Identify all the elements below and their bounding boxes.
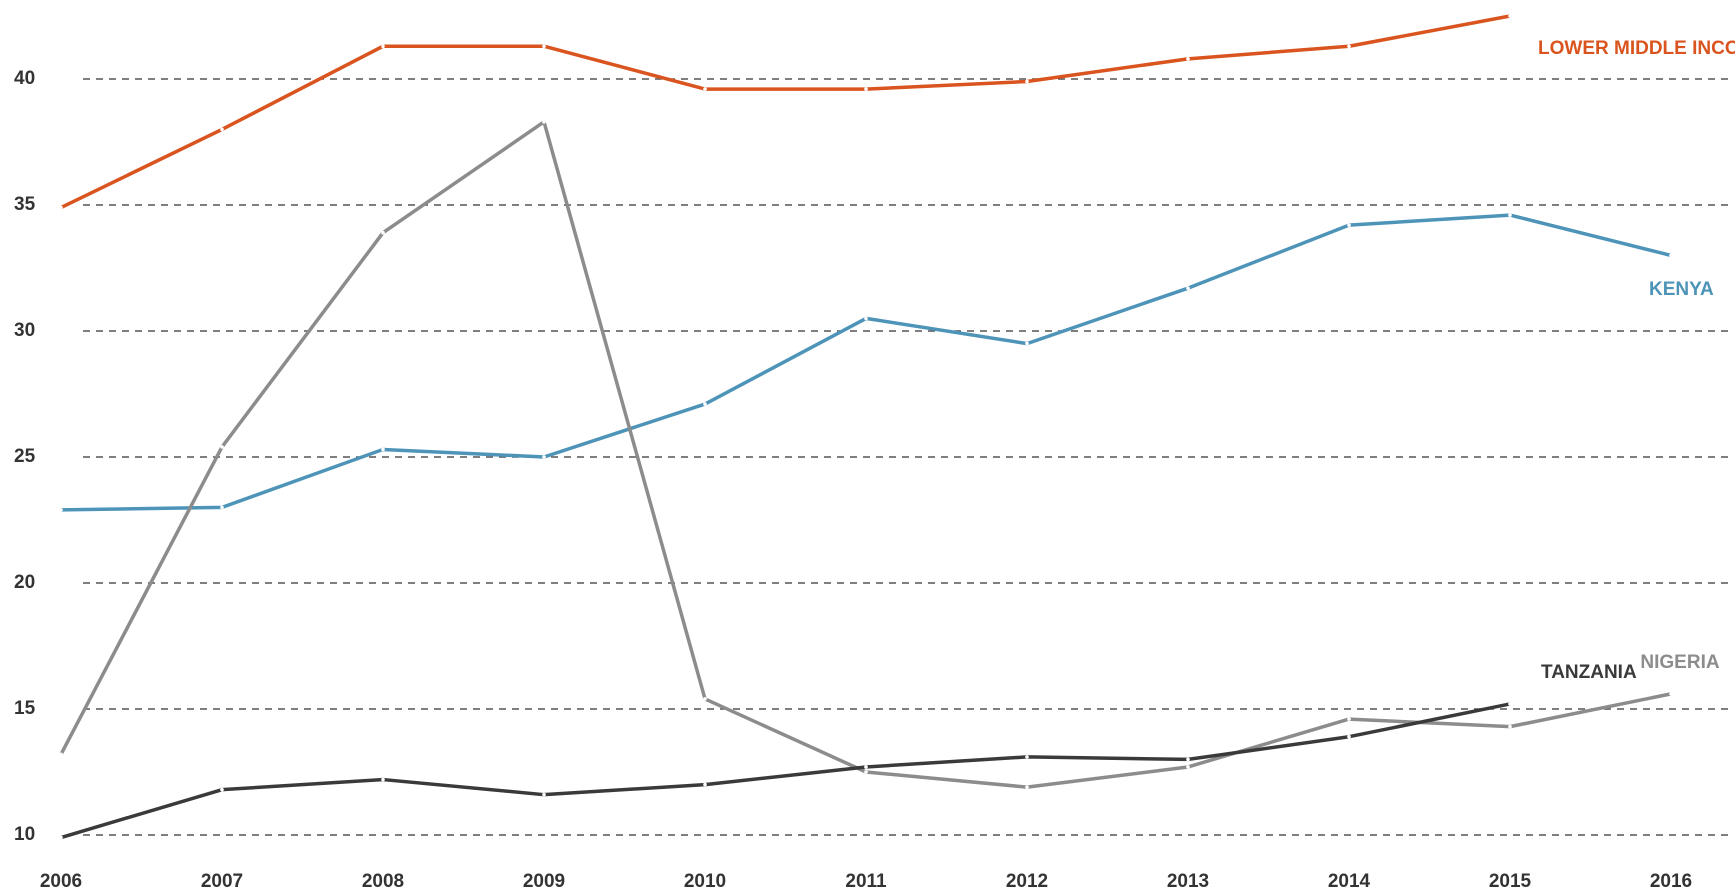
point bbox=[1025, 79, 1029, 84]
point bbox=[703, 87, 707, 91]
point bbox=[1186, 765, 1190, 769]
x-tick-label: 2015 bbox=[1489, 871, 1532, 892]
point bbox=[381, 447, 385, 452]
x-tick-label: 2011 bbox=[845, 871, 887, 892]
point bbox=[703, 782, 707, 787]
point bbox=[1508, 213, 1512, 217]
x-tick-label: 2013 bbox=[1167, 871, 1209, 892]
x-tick-label: 2010 bbox=[684, 871, 726, 892]
point bbox=[1508, 724, 1512, 729]
y-tick-label: 25 bbox=[14, 446, 36, 467]
point bbox=[1347, 717, 1351, 721]
point bbox=[864, 765, 868, 769]
point bbox=[1025, 785, 1029, 789]
point bbox=[381, 777, 385, 782]
point bbox=[381, 44, 385, 49]
x-tick-label: 2016 bbox=[1650, 871, 1692, 892]
point bbox=[1347, 223, 1351, 227]
y-tick-label: 30 bbox=[14, 320, 35, 341]
series-line bbox=[60, 14, 1511, 210]
point bbox=[542, 44, 546, 49]
y-tick-label: 10 bbox=[14, 824, 35, 845]
point bbox=[703, 697, 707, 701]
point bbox=[1347, 734, 1351, 739]
point bbox=[1508, 14, 1512, 18]
point bbox=[220, 127, 224, 132]
point bbox=[1186, 757, 1190, 762]
series-label: NIGERIA bbox=[1640, 652, 1719, 673]
point bbox=[864, 316, 868, 321]
point bbox=[703, 402, 707, 406]
point bbox=[1186, 286, 1190, 290]
x-tick-label: 2009 bbox=[523, 871, 565, 892]
point bbox=[1347, 44, 1351, 49]
y-tick-label: 35 bbox=[14, 194, 36, 215]
x-tick-label: 2014 bbox=[1328, 871, 1371, 892]
y-tick-label: 40 bbox=[14, 68, 35, 89]
point bbox=[59, 508, 63, 512]
series-label: TANZANIA bbox=[1541, 662, 1637, 683]
point bbox=[220, 445, 224, 449]
series-line bbox=[60, 702, 1511, 840]
y-tick-label: 15 bbox=[14, 698, 36, 719]
point bbox=[1508, 702, 1512, 706]
point bbox=[864, 87, 868, 91]
point bbox=[220, 505, 224, 510]
point bbox=[59, 205, 63, 210]
point bbox=[59, 835, 63, 840]
point bbox=[542, 120, 546, 124]
point bbox=[59, 752, 63, 757]
point bbox=[381, 230, 385, 235]
point bbox=[542, 792, 546, 797]
point bbox=[864, 770, 868, 774]
point bbox=[220, 787, 224, 792]
point bbox=[542, 455, 546, 459]
series-line bbox=[60, 213, 1672, 512]
x-tick-label: 2012 bbox=[1006, 871, 1048, 892]
x-tick-label: 2007 bbox=[201, 871, 243, 892]
point bbox=[1186, 57, 1190, 61]
point bbox=[1669, 692, 1673, 696]
x-tick-label: 2008 bbox=[362, 871, 404, 892]
point bbox=[1025, 755, 1029, 759]
series-label: LOWER MIDDLE INCOME bbox=[1538, 38, 1735, 59]
series-label: KENYA bbox=[1649, 279, 1714, 300]
y-tick-label: 20 bbox=[14, 572, 35, 593]
point bbox=[1669, 253, 1673, 258]
x-tick-label: 2006 bbox=[40, 871, 82, 892]
point bbox=[1025, 341, 1029, 346]
